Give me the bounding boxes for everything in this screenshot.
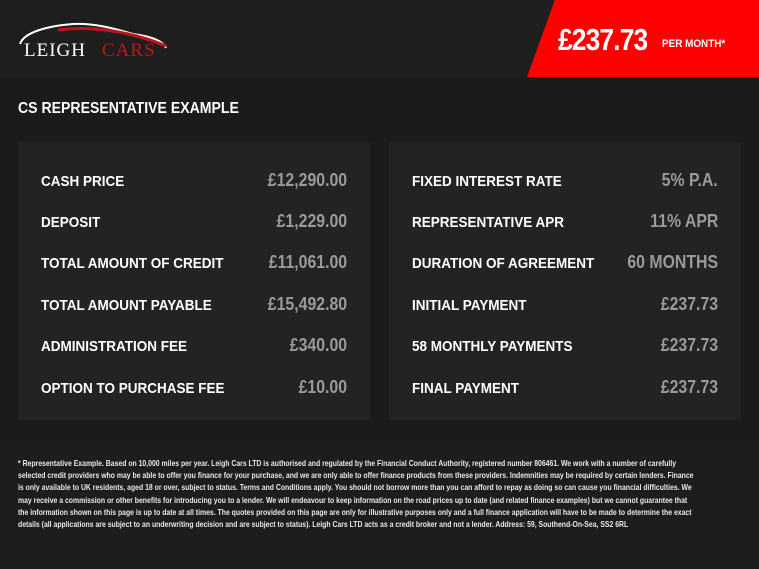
row-label: ADMINISTRATION FEE: [41, 338, 187, 355]
finance-row: FINAL PAYMENT £237.73: [412, 377, 718, 398]
row-value: £1,229.00: [276, 211, 347, 231]
footer: [0, 438, 759, 569]
row-label: REPRESENTATIVE APR: [412, 214, 565, 231]
row-label: 58 MONTHLY PAYMENTS: [412, 338, 573, 355]
finance-row: 58 MONTHLY PAYMENTS £237.73: [412, 335, 718, 356]
disclaimer-text: * Representative Example. Based on 10,00…: [18, 458, 694, 530]
finance-row: DEPOSIT £1,229.00: [41, 211, 347, 232]
finance-row: INITIAL PAYMENT £237.73: [412, 294, 718, 315]
car-swoosh-icon: LEIGH CARS: [19, 22, 167, 61]
row-label: TOTAL AMOUNT OF CREDIT: [41, 255, 224, 272]
monthly-price-banner: [527, 0, 759, 77]
row-value: £237.73: [660, 377, 718, 397]
finance-row: TOTAL AMOUNT PAYABLE £15,492.80: [41, 294, 347, 315]
row-label: DURATION OF AGREEMENT: [412, 255, 595, 272]
row-value: 60 MONTHS: [627, 252, 718, 272]
row-label: FINAL PAYMENT: [412, 380, 520, 397]
row-label: DEPOSIT: [41, 214, 101, 231]
row-value: £340.00: [289, 335, 347, 355]
row-value: £237.73: [660, 294, 718, 314]
row-value: £15,492.80: [267, 294, 347, 314]
svg-text:CARS: CARS: [102, 40, 156, 61]
finance-row: TOTAL AMOUNT OF CREDIT £11,061.00: [41, 252, 347, 273]
row-label: FIXED INTEREST RATE: [412, 173, 562, 190]
row-value: £10.00: [298, 377, 347, 397]
finance-panel-right: FIXED INTEREST RATE 5% P.A. REPRESENTATIV…: [389, 142, 741, 420]
finance-row: FIXED INTEREST RATE 5% P.A.: [412, 170, 718, 191]
finance-row: OPTION TO PURCHASE FEE £10.00: [41, 377, 347, 398]
row-label: CASH PRICE: [41, 173, 125, 190]
leigh-cars-logo[interactable]: LEIGH CARS: [18, 18, 168, 68]
row-value: 11% APR: [649, 211, 718, 231]
finance-row: REPRESENTATIVE APR 11% APR: [412, 211, 718, 232]
monthly-price: £237.73: [558, 22, 648, 57]
finance-row: CASH PRICE £12,290.00: [41, 170, 347, 191]
row-value: £11,061.00: [268, 252, 347, 272]
svg-text:LEIGH: LEIGH: [24, 40, 86, 61]
row-label: INITIAL PAYMENT: [412, 297, 527, 314]
row-value: £12,290.00: [267, 170, 347, 190]
row-value: 5% P.A.: [661, 170, 718, 190]
row-label: OPTION TO PURCHASE FEE: [41, 380, 225, 397]
finance-row: DURATION OF AGREEMENT 60 MONTHS: [412, 252, 718, 273]
row-value: £237.73: [660, 335, 718, 355]
finance-row: ADMINISTRATION FEE £340.00: [41, 335, 347, 356]
per-month-label: PER MONTH*: [662, 38, 726, 50]
row-label: TOTAL AMOUNT PAYABLE: [41, 297, 212, 314]
section-title: CS REPRESENTATIVE EXAMPLE: [18, 100, 239, 117]
finance-panel-left: CASH PRICE £12,290.00 DEPOSIT £1,229.00 TO…: [18, 142, 370, 420]
